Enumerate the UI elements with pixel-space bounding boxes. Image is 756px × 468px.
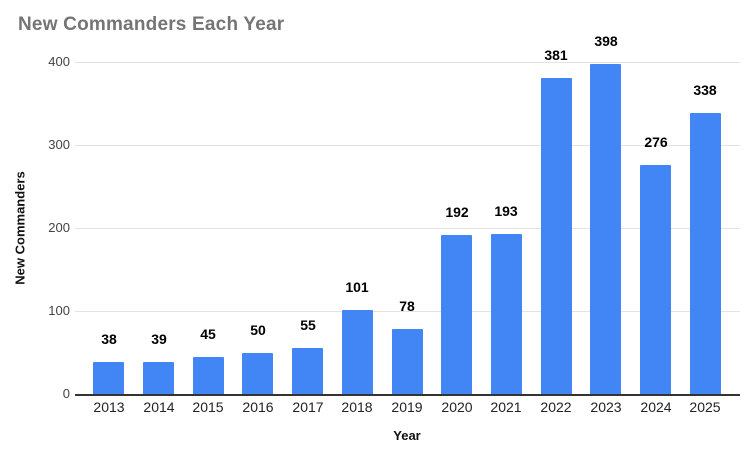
- bar: [143, 362, 174, 394]
- x-axis-tick-label: 2025: [689, 399, 721, 415]
- x-axis-line: [75, 394, 740, 396]
- bar-value-label: 276: [644, 134, 668, 150]
- bar-value-label: 192: [445, 204, 469, 220]
- bar: [242, 353, 273, 395]
- x-axis-tick-label: 2020: [441, 399, 473, 415]
- x-axis-tick-label: 2024: [640, 399, 672, 415]
- chart-title: New Commanders Each Year: [18, 14, 285, 35]
- gridline: [75, 145, 740, 146]
- bar: [292, 348, 323, 394]
- bar: [640, 165, 671, 394]
- y-axis-tick-label: 100: [48, 303, 70, 318]
- bar: [193, 357, 224, 394]
- bar: [342, 310, 373, 394]
- x-axis-tick-label: 2023: [590, 399, 622, 415]
- bar-value-label: 101: [345, 279, 369, 295]
- bar: [491, 234, 522, 394]
- bar: [541, 78, 572, 394]
- bar-value-label: 45: [200, 326, 216, 342]
- bar-value-label: 338: [693, 82, 717, 98]
- x-axis-tick-label: 2013: [93, 399, 125, 415]
- y-axis-tick-label: 0: [62, 386, 70, 401]
- bar-value-label: 55: [300, 317, 316, 333]
- bar: [590, 64, 621, 394]
- bar: [690, 113, 721, 394]
- y-axis-tick-label: 200: [48, 220, 70, 235]
- x-axis-tick-label: 2022: [540, 399, 572, 415]
- x-axis-tick-label: 2021: [490, 399, 522, 415]
- bar-value-label: 381: [544, 47, 568, 63]
- x-axis-tick-label: 2017: [292, 399, 324, 415]
- bar-value-label: 39: [151, 331, 167, 347]
- x-axis-tick-label: 2016: [242, 399, 274, 415]
- bar-value-label: 193: [494, 203, 518, 219]
- x-axis-tick-label: 2014: [143, 399, 175, 415]
- y-axis-tick-label: 300: [48, 137, 70, 152]
- x-axis-tick-label: 2015: [192, 399, 224, 415]
- bar: [441, 235, 472, 394]
- bar-value-label: 78: [399, 298, 415, 314]
- y-axis-tick-label: 400: [48, 54, 70, 69]
- bar: [392, 329, 423, 394]
- gridline: [75, 228, 740, 229]
- bar-value-label: 38: [101, 331, 117, 347]
- x-axis-title: Year: [393, 428, 421, 443]
- x-axis-tick-label: 2019: [391, 399, 423, 415]
- gridline: [75, 311, 740, 312]
- bar-value-label: 50: [250, 322, 266, 338]
- x-axis-tick-label: 2018: [341, 399, 373, 415]
- gridline: [75, 62, 740, 63]
- bar: [93, 362, 124, 394]
- bar-value-label: 398: [594, 33, 618, 49]
